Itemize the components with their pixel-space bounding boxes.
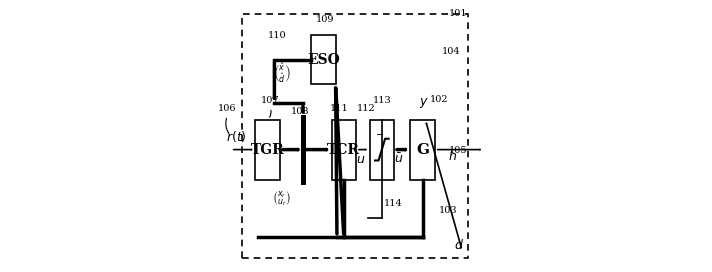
Text: 104: 104: [441, 47, 460, 56]
Text: 112: 112: [357, 104, 376, 113]
Text: 102: 102: [429, 95, 449, 104]
Text: 106: 106: [218, 104, 236, 113]
Text: 108: 108: [291, 107, 310, 116]
Text: ESO: ESO: [307, 53, 340, 67]
Text: 105: 105: [449, 146, 467, 156]
Text: $r(t)$: $r(t)$: [226, 128, 247, 144]
Text: 113: 113: [372, 96, 391, 105]
Text: $-$: $-$: [375, 128, 384, 138]
Text: $y$: $y$: [419, 96, 429, 110]
FancyBboxPatch shape: [370, 120, 394, 180]
Text: $u$: $u$: [356, 153, 365, 166]
Text: $d$: $d$: [454, 238, 464, 252]
Text: $\binom{\hat{x}}{\hat{d}}$: $\binom{\hat{x}}{\hat{d}}$: [273, 62, 291, 85]
Text: 107: 107: [261, 96, 280, 105]
FancyBboxPatch shape: [332, 120, 356, 180]
FancyBboxPatch shape: [410, 120, 435, 180]
Text: 114: 114: [383, 199, 402, 209]
Text: G: G: [416, 143, 429, 157]
Text: $h$: $h$: [448, 149, 457, 163]
Text: $\bar{u}$: $\bar{u}$: [394, 152, 404, 166]
Text: 103: 103: [439, 206, 458, 215]
Text: 111: 111: [330, 104, 349, 113]
Text: TCR: TCR: [328, 143, 360, 157]
Text: 109: 109: [315, 14, 334, 24]
Text: TGR: TGR: [251, 143, 284, 157]
Text: $\binom{x_r}{u_r}$: $\binom{x_r}{u_r}$: [272, 189, 292, 208]
FancyBboxPatch shape: [311, 35, 335, 84]
FancyBboxPatch shape: [256, 120, 280, 180]
Text: 101: 101: [449, 9, 467, 18]
Text: 110: 110: [268, 31, 286, 40]
